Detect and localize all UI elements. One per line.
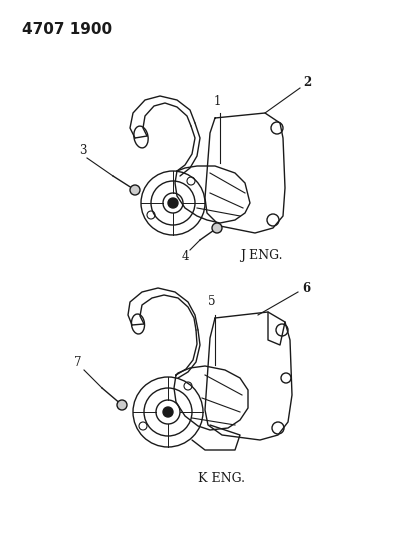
Circle shape [212,223,222,233]
Text: 7: 7 [74,356,82,368]
Text: 6: 6 [302,281,310,295]
Circle shape [168,198,178,208]
Circle shape [130,185,140,195]
Text: J ENG.: J ENG. [240,249,282,262]
Circle shape [163,407,173,417]
Text: 3: 3 [79,143,87,157]
Text: 5: 5 [208,295,216,308]
Circle shape [117,400,127,410]
Text: 4: 4 [181,249,189,262]
Text: 2: 2 [303,77,311,90]
Text: 4707 1900: 4707 1900 [22,22,112,37]
Text: 1: 1 [213,95,221,108]
Text: K ENG.: K ENG. [199,472,246,484]
